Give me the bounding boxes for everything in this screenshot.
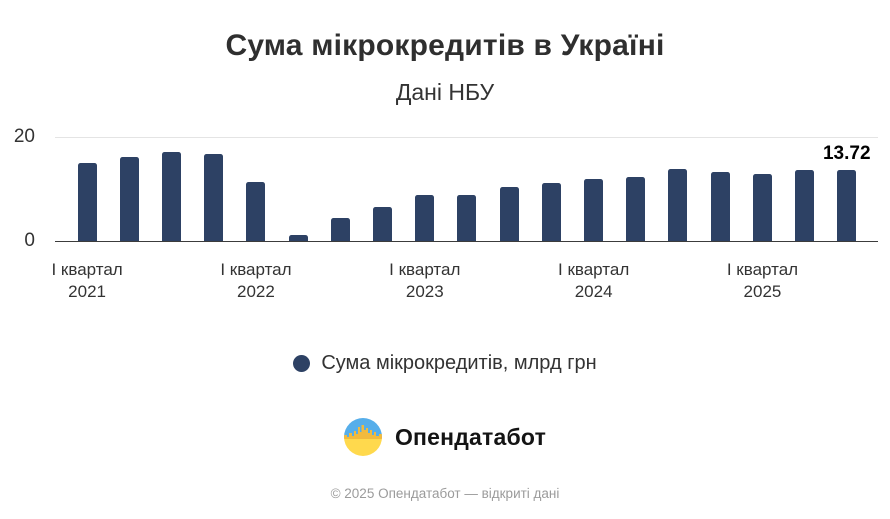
bar [373,207,393,241]
bar [77,163,97,241]
bar [710,172,730,241]
bar-band [572,137,614,241]
bar-band [361,137,403,241]
bar [668,168,688,241]
legend: Сума мікрокредитів, млрд грн [0,352,890,375]
bar-band [657,137,699,241]
copyright-footer: © 2025 Опендатабот — відкриті дані [330,486,560,501]
gridline [55,137,878,138]
last-bar-value-label: 13.72 [822,142,871,164]
y-axis-tick-20: 20 [13,126,35,147]
x-axis-line [55,240,878,242]
bar-series: 13.72 [66,137,871,241]
bar [626,176,646,241]
x-axis-tick-label: І квартал 2022 [220,260,292,301]
chart-subtitle: Дані НБУ [395,79,495,105]
opendatabot-logo-icon [343,418,382,456]
bar-band [530,137,572,241]
opendatabot-logo: Опендатабот [0,418,890,456]
bar [499,187,519,241]
bar-band [193,137,235,241]
bar-band [404,137,446,241]
bar [584,179,604,241]
bar [119,156,139,241]
bar-band [699,137,741,241]
bar [330,217,350,241]
x-axis-tick-label: І квартал 2025 [726,260,799,301]
bar-band [783,137,825,241]
bar [415,195,435,241]
y-axis-tick-0: 0 [24,230,35,251]
opendatabot-logo-text: Опендатабот [394,423,547,450]
x-axis-tick-labels: І квартал 2021 І квартал 2022 І квартал 2023 І… [51,259,868,307]
bar [288,235,308,241]
bar-band [615,137,657,241]
x-axis-tick-label: І квартал 2024 [558,260,630,301]
bar-band [277,137,319,241]
bar-band [235,137,277,241]
legend-marker-circle [293,355,311,372]
chart-title: Сума мікрокредитів в Україні [225,29,665,62]
bar-band [150,137,192,241]
bar [541,182,561,241]
legend-label: Сума мікрокредитів, млрд грн [321,352,597,374]
bar [752,174,772,241]
bar-band: 13.72 [822,137,871,241]
bar-band [488,137,530,241]
bar [795,170,815,241]
bar-band [66,137,108,241]
bar [246,182,266,241]
bar-band [319,137,361,241]
x-axis-tick-label: І квартал 2021 [51,260,123,301]
bar [837,169,857,241]
x-axis-tick-label: І квартал 2023 [389,260,461,301]
bar [162,152,181,241]
bar-band [446,137,488,241]
bar-band [741,137,783,241]
plot-area: 13.72 [55,137,878,242]
bar-band [108,137,150,241]
bar [457,194,477,241]
bar [204,153,224,241]
